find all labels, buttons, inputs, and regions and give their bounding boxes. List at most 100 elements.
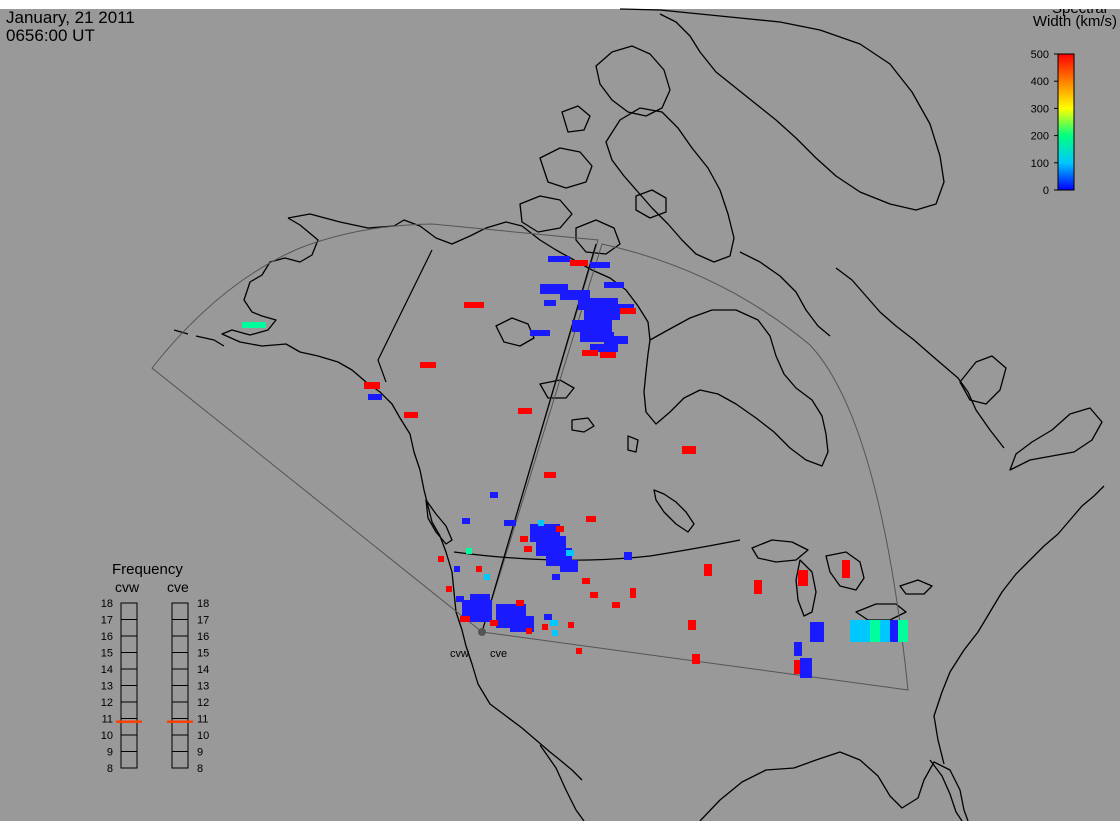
cve-field-of-view bbox=[481, 243, 909, 691]
frequency-tick-left: 16 bbox=[101, 631, 113, 643]
frequency-panel: Frequency cvw cve 18 18 17 17 16 16 15 15 14 14 13… bbox=[101, 561, 210, 775]
top-frame bbox=[0, 0, 1120, 9]
scatter-cell bbox=[544, 614, 552, 620]
scatter-cell bbox=[898, 620, 908, 642]
border-cvw-beam bbox=[481, 243, 597, 633]
scatter-cell bbox=[490, 492, 498, 498]
coastline-vancouver bbox=[425, 499, 453, 545]
coastline-canada-north bbox=[521, 225, 651, 341]
coastline-baja bbox=[539, 744, 585, 821]
frequency-tick-left: 12 bbox=[101, 697, 113, 709]
frequency-cell-cvw bbox=[120, 668, 138, 686]
scatter-cell bbox=[242, 322, 266, 328]
lake-michigan bbox=[795, 559, 817, 617]
scatter-cell bbox=[798, 570, 808, 586]
coastline-labrador bbox=[835, 267, 1005, 449]
scatter-cell bbox=[612, 602, 620, 608]
colorbar-tick-label: 100 bbox=[1031, 158, 1049, 170]
frequency-tick-left: 10 bbox=[101, 730, 113, 742]
scatter-cell bbox=[582, 578, 590, 584]
scatter-cell bbox=[464, 302, 484, 308]
lake-ontario bbox=[899, 579, 933, 595]
frequency-tick-left: 15 bbox=[101, 648, 113, 660]
coastline-arctic-islands-3 bbox=[575, 219, 621, 255]
scatter-cell bbox=[620, 308, 636, 314]
scatter-cell bbox=[438, 556, 444, 562]
scatter-cell bbox=[590, 344, 618, 352]
lake-huron bbox=[825, 551, 865, 591]
frequency-cell-cvw bbox=[120, 652, 138, 670]
political-boundaries bbox=[377, 243, 741, 633]
scatter-cell bbox=[880, 620, 890, 642]
lake-athabasca bbox=[571, 417, 595, 433]
scatter-cell bbox=[544, 472, 556, 478]
scatter-cell bbox=[552, 630, 558, 636]
frequency-tick-left: 18 bbox=[101, 598, 113, 610]
scatter-cell bbox=[850, 620, 860, 642]
scatter-cell bbox=[470, 594, 490, 604]
frequency-tick-left: 11 bbox=[102, 714, 113, 726]
coastline-arctic bbox=[287, 213, 523, 245]
scatter-cell bbox=[518, 408, 532, 414]
scatter-cell bbox=[580, 332, 614, 342]
coastline-alaska bbox=[221, 217, 433, 523]
frequency-tick-right: 14 bbox=[197, 664, 209, 676]
date-label: January, 21 2011 bbox=[6, 8, 135, 27]
coastlines bbox=[173, 8, 1105, 821]
scatter-cell bbox=[462, 518, 470, 524]
frequency-tick-right: 11 bbox=[197, 714, 208, 726]
colorbar-tick-label: 0 bbox=[1043, 185, 1049, 197]
coastline-hudson-bay bbox=[643, 309, 829, 467]
radar-label-cvw: cvw bbox=[450, 648, 469, 660]
colorbar: 500 400 300 200 100 0 bbox=[1031, 49, 1075, 197]
frequency-tick-right: 12 bbox=[197, 697, 209, 709]
scatter-cell bbox=[682, 446, 696, 454]
scatter-cell bbox=[540, 284, 568, 294]
frequency-tick-right: 18 bbox=[197, 598, 209, 610]
colorbar-tick-label: 500 bbox=[1031, 49, 1049, 61]
scatter-cell bbox=[704, 564, 712, 576]
scatter-cell bbox=[530, 330, 550, 336]
coastline-us-west bbox=[431, 521, 583, 781]
scatter-cell bbox=[754, 580, 762, 594]
scatter-cell bbox=[404, 412, 418, 418]
coastline-aleutians bbox=[173, 329, 225, 347]
scatter-cell bbox=[590, 592, 598, 598]
scatter-cell bbox=[520, 536, 528, 542]
scatter-cell bbox=[570, 260, 588, 266]
scatter-cell bbox=[692, 654, 700, 664]
coastline-arctic-islands-2 bbox=[519, 195, 573, 233]
scatter-cell bbox=[552, 574, 560, 580]
scatter-cell bbox=[454, 566, 460, 572]
scatter-cell bbox=[460, 616, 470, 622]
scatter-cell bbox=[578, 298, 618, 310]
frequency-cell-cvw bbox=[120, 751, 138, 769]
frequency-cell-cvw bbox=[120, 619, 138, 637]
scatter-cell bbox=[538, 520, 544, 526]
border-us-canada-49th bbox=[453, 539, 741, 561]
scatter-cell bbox=[526, 628, 532, 634]
scatter-cell bbox=[688, 620, 696, 630]
scatter-cell bbox=[556, 526, 564, 532]
scatter-cell bbox=[604, 282, 624, 288]
lake-great-bear bbox=[495, 317, 535, 347]
frequency-cell-cve bbox=[171, 602, 189, 620]
scatter-cell bbox=[466, 548, 472, 554]
scatter-cell bbox=[842, 560, 850, 578]
frequency-cell-cve bbox=[171, 685, 189, 703]
scatter-cell bbox=[582, 350, 598, 356]
scatter-cell bbox=[550, 620, 558, 626]
frequency-cell-cvw bbox=[120, 685, 138, 703]
frequency-tick-left: 14 bbox=[101, 664, 113, 676]
frequency-cell-cvw bbox=[120, 635, 138, 653]
frequency-cell-cve bbox=[171, 635, 189, 653]
frequency-cell-cvw bbox=[120, 701, 138, 719]
scatter-cell bbox=[548, 256, 570, 262]
scatter-cell bbox=[810, 622, 824, 642]
scatter-cell bbox=[794, 660, 800, 674]
scatter-cell bbox=[586, 516, 596, 522]
coastline-arctic-islands-5 bbox=[561, 105, 591, 133]
scatter-cell bbox=[584, 310, 620, 320]
scatter-cell bbox=[368, 394, 382, 400]
scatter-cell bbox=[420, 362, 436, 368]
